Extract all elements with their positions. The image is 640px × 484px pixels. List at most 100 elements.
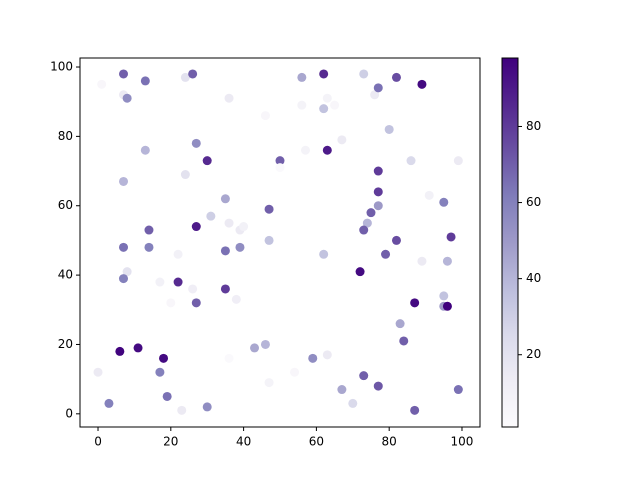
- point: [453, 385, 463, 395]
- point: [159, 353, 169, 363]
- point: [224, 218, 234, 228]
- point: [439, 291, 449, 301]
- point: [220, 284, 230, 294]
- point: [144, 242, 154, 252]
- point: [155, 277, 165, 287]
- point: [359, 69, 369, 79]
- point: [115, 346, 125, 356]
- point: [442, 301, 452, 311]
- point: [442, 256, 452, 266]
- point: [264, 204, 274, 214]
- point: [417, 79, 427, 89]
- point: [319, 104, 329, 114]
- y-tick-label: 20: [58, 337, 73, 351]
- point: [118, 176, 128, 186]
- point: [220, 194, 230, 204]
- point: [446, 232, 456, 242]
- point: [406, 156, 416, 166]
- point: [417, 256, 427, 266]
- point: [300, 145, 310, 155]
- point: [362, 218, 372, 228]
- point: [224, 353, 234, 363]
- point: [322, 93, 332, 103]
- point: [180, 170, 190, 180]
- point: [275, 156, 285, 166]
- x-tick-label: 100: [451, 435, 474, 449]
- point: [373, 187, 383, 197]
- colorbar-tick-label: 80: [526, 119, 541, 133]
- point: [424, 190, 434, 200]
- x-tick-label: 40: [236, 435, 251, 449]
- point: [391, 72, 401, 82]
- point: [410, 405, 420, 415]
- point: [191, 222, 201, 232]
- point: [399, 336, 409, 346]
- point: [191, 298, 201, 308]
- point: [337, 385, 347, 395]
- point: [381, 249, 391, 259]
- point: [395, 319, 405, 329]
- point: [162, 391, 172, 401]
- y-tick-label: 60: [58, 198, 73, 212]
- point: [297, 72, 307, 82]
- point: [220, 246, 230, 256]
- y-tick-label: 40: [58, 268, 73, 282]
- x-tick-label: 60: [309, 435, 324, 449]
- point: [290, 367, 300, 377]
- point: [359, 225, 369, 235]
- point: [319, 249, 329, 259]
- y-tick-label: 80: [58, 129, 73, 143]
- point: [224, 93, 234, 103]
- point: [366, 208, 376, 218]
- colorbar: [501, 57, 519, 428]
- point: [173, 277, 183, 287]
- point: [206, 211, 216, 221]
- point: [97, 79, 107, 89]
- point: [391, 235, 401, 245]
- point: [337, 135, 347, 145]
- point: [173, 249, 183, 259]
- point: [104, 398, 114, 408]
- point: [373, 166, 383, 176]
- point: [202, 402, 212, 412]
- point: [322, 350, 332, 360]
- point: [373, 381, 383, 391]
- plot-frame: [79, 57, 481, 428]
- point: [122, 93, 132, 103]
- point: [140, 76, 150, 86]
- point: [155, 367, 165, 377]
- point: [140, 145, 150, 155]
- point: [410, 298, 420, 308]
- point: [202, 156, 212, 166]
- point: [180, 72, 190, 82]
- point: [359, 371, 369, 381]
- y-tick-label: 100: [50, 60, 73, 74]
- point: [453, 156, 463, 166]
- point: [373, 83, 383, 93]
- point: [118, 242, 128, 252]
- point: [122, 267, 132, 277]
- colorbar-tick-label: 40: [526, 271, 541, 285]
- point: [231, 294, 241, 304]
- x-tick-label: 20: [163, 435, 178, 449]
- point: [144, 225, 154, 235]
- point: [264, 378, 274, 388]
- point: [133, 343, 143, 353]
- point: [260, 111, 270, 121]
- colorbar-tick-label: 20: [526, 347, 541, 361]
- point: [166, 298, 176, 308]
- point: [118, 69, 128, 79]
- point: [260, 339, 270, 349]
- point: [191, 138, 201, 148]
- point: [348, 398, 358, 408]
- point: [118, 274, 128, 284]
- point: [322, 145, 332, 155]
- point: [188, 284, 198, 294]
- point: [439, 197, 449, 207]
- colorbar-tick-label: 60: [526, 195, 541, 209]
- point: [188, 69, 198, 79]
- point: [93, 367, 103, 377]
- x-tick-label: 80: [382, 435, 397, 449]
- point: [373, 201, 383, 211]
